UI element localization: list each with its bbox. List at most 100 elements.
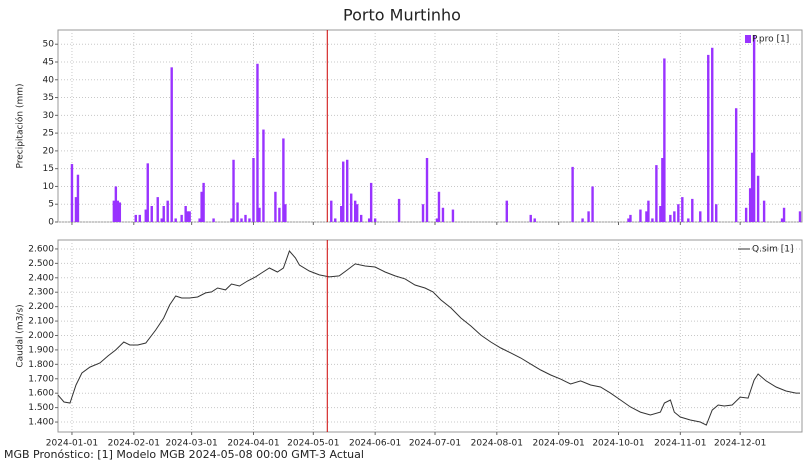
bar xyxy=(647,200,650,222)
bar xyxy=(346,159,349,222)
bar xyxy=(162,206,165,222)
bar xyxy=(76,174,80,222)
x-tick-label: 2024-07-01 xyxy=(409,439,461,449)
bar xyxy=(581,218,584,222)
y-tick-label: 2.500 xyxy=(28,259,54,269)
x-tick-label: 2024-08-01 xyxy=(471,439,523,449)
bar xyxy=(699,211,702,222)
bar xyxy=(397,198,401,222)
bar xyxy=(278,207,281,222)
bar xyxy=(661,158,664,222)
bar xyxy=(330,200,333,222)
bar xyxy=(184,206,187,222)
bar xyxy=(798,211,802,222)
y-tick-label: 0 xyxy=(48,218,54,228)
bar xyxy=(711,47,714,223)
legend-swatch xyxy=(745,35,751,43)
x-tick-label: 2024-12-01 xyxy=(714,439,766,449)
bar xyxy=(659,206,662,222)
bar xyxy=(691,198,694,222)
bar xyxy=(645,211,648,222)
bar xyxy=(118,202,122,222)
bar xyxy=(198,218,201,222)
bar xyxy=(529,214,532,222)
y-tick-label: 1.400 xyxy=(28,418,54,428)
bar xyxy=(340,206,343,222)
bar xyxy=(639,209,642,222)
bar xyxy=(334,218,337,222)
bar xyxy=(437,191,441,222)
bar xyxy=(262,129,265,222)
bar xyxy=(258,207,261,222)
y-tick-label: 30 xyxy=(43,111,55,121)
bar xyxy=(435,218,439,222)
y-tick-label: 45 xyxy=(43,58,54,68)
x-tick-label: 2024-10-01 xyxy=(592,439,644,449)
bar xyxy=(146,163,149,222)
bar xyxy=(681,197,684,222)
y-tick-label: 15 xyxy=(43,164,54,174)
bar xyxy=(367,218,371,222)
bar xyxy=(248,218,251,222)
bar xyxy=(673,211,676,222)
plot-area xyxy=(57,239,803,433)
bar xyxy=(756,175,760,222)
bar xyxy=(752,35,756,223)
y-tick-label: 2.600 xyxy=(28,244,54,254)
bar xyxy=(166,200,169,222)
bar xyxy=(780,218,784,222)
bar xyxy=(232,159,235,222)
bar xyxy=(236,202,239,222)
y-tick-label: 40 xyxy=(43,75,55,85)
bar xyxy=(170,67,173,222)
bar xyxy=(744,207,748,222)
bar xyxy=(533,218,536,222)
y-axis-title: Precipitación (mm) xyxy=(15,83,26,168)
bar xyxy=(144,209,147,222)
bar xyxy=(687,218,690,222)
bar xyxy=(160,218,163,222)
y-tick-label: 50 xyxy=(43,40,55,50)
line xyxy=(57,250,800,426)
plot-area xyxy=(57,29,803,223)
bar xyxy=(748,188,752,222)
y-tick-label: 2.400 xyxy=(28,273,54,283)
bar xyxy=(240,218,243,222)
bar xyxy=(244,214,247,222)
bar xyxy=(421,204,425,222)
bar xyxy=(627,218,630,222)
bar xyxy=(230,218,233,222)
x-tick-label: 2024-03-01 xyxy=(165,439,217,449)
y-tick-label: 35 xyxy=(43,93,54,103)
bar xyxy=(202,182,205,222)
bar xyxy=(505,200,508,222)
bar xyxy=(571,166,574,222)
bar xyxy=(669,214,672,222)
y-tick-label: 1.900 xyxy=(28,345,54,355)
bar xyxy=(156,197,159,222)
bar xyxy=(782,207,786,222)
x-tick-label: 2024-05-01 xyxy=(287,439,339,449)
y-tick-label: 10 xyxy=(43,182,55,192)
y-tick-label: 2.200 xyxy=(28,302,54,312)
bar xyxy=(587,211,590,222)
y-tick-label: 1.700 xyxy=(28,374,54,384)
y-tick-label: 5 xyxy=(48,200,54,210)
bar xyxy=(112,200,116,222)
bar xyxy=(188,211,191,222)
bar xyxy=(186,211,189,222)
legend-label: Q.sim [1] xyxy=(752,245,794,255)
bar xyxy=(70,164,74,222)
y-axis-title: Caudal (m3/s) xyxy=(16,304,26,367)
bar xyxy=(256,63,259,223)
x-tick-label: 2024-06-01 xyxy=(349,439,401,449)
bar xyxy=(212,218,215,222)
x-tick-label: 2024-02-01 xyxy=(108,439,160,449)
bar xyxy=(116,200,120,222)
bar xyxy=(369,182,373,222)
bar xyxy=(282,138,285,222)
bar xyxy=(441,207,445,222)
bar xyxy=(707,54,710,223)
bar xyxy=(734,108,738,222)
footer: MGB Pronóstico: [1] Modelo MGB 2024-05-0… xyxy=(4,448,364,460)
